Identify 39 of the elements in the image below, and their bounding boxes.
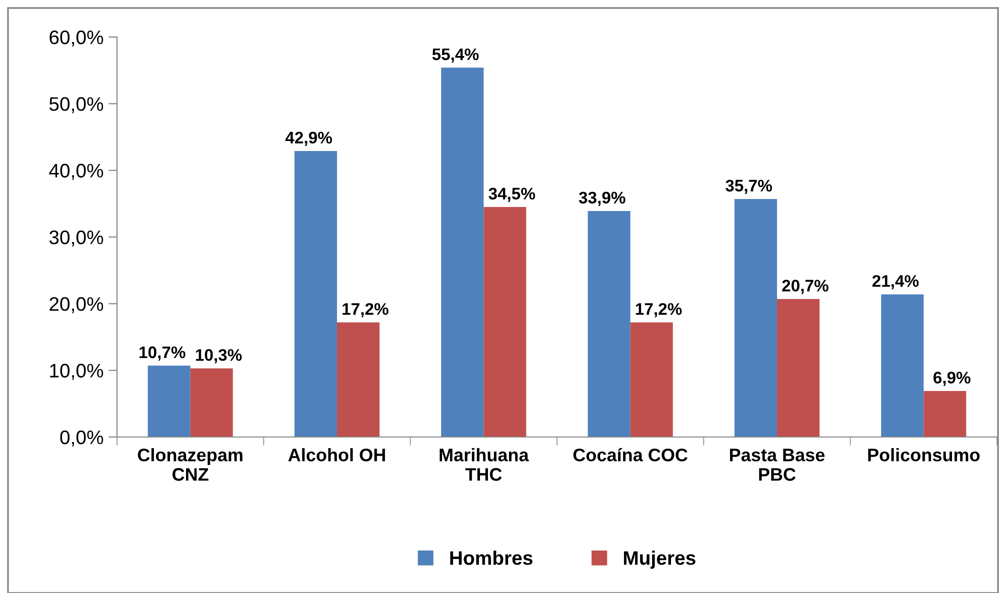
y-tick-label: 60,0% bbox=[50, 30, 104, 47]
bar bbox=[588, 211, 630, 437]
x-tick-label: Policonsumo bbox=[868, 448, 980, 462]
y-tick-label: 0,0% bbox=[60, 430, 104, 447]
bar bbox=[734, 199, 777, 437]
data-label: 55,4% bbox=[432, 48, 479, 63]
bar bbox=[881, 294, 924, 437]
bar bbox=[484, 207, 526, 437]
y-tick-label: 20,0% bbox=[50, 297, 104, 314]
legend-label: Mujeres bbox=[624, 550, 696, 569]
y-tick-label: 50,0% bbox=[49, 97, 104, 114]
x-tick-label: Cocaína COC bbox=[573, 448, 688, 462]
bar bbox=[441, 68, 484, 437]
data-label: 42,9% bbox=[285, 132, 332, 146]
x-tick-label: Clonazepam CNZ bbox=[138, 448, 242, 481]
bar bbox=[777, 299, 820, 437]
data-label: 10,7% bbox=[140, 346, 186, 361]
legend-label: Hombres bbox=[450, 550, 532, 565]
y-tick-label: 30,0% bbox=[49, 230, 104, 247]
data-label: 6,9% bbox=[933, 372, 970, 386]
y-tick-label: 10,0% bbox=[50, 364, 104, 380]
x-tick-label: Pasta Base PBC bbox=[730, 448, 825, 481]
data-label: 21,4% bbox=[872, 275, 919, 290]
bar bbox=[630, 322, 673, 437]
x-tick-label: Marihuana THC bbox=[440, 448, 529, 481]
bar bbox=[190, 368, 233, 437]
x-tick-label: Alcohol OH bbox=[288, 448, 385, 462]
data-label: 20,7% bbox=[782, 280, 828, 294]
bar bbox=[337, 322, 380, 437]
data-label: 17,2% bbox=[636, 303, 682, 318]
data-label: 35,7% bbox=[726, 180, 772, 194]
data-label: 10,3% bbox=[196, 349, 242, 364]
bar bbox=[294, 151, 337, 437]
bar bbox=[148, 366, 190, 437]
data-label: 34,5% bbox=[488, 188, 536, 202]
data-label: 33,9% bbox=[578, 192, 626, 206]
y-tick-label: 40,0% bbox=[49, 164, 104, 180]
bar bbox=[924, 391, 966, 437]
data-label: 17,2% bbox=[342, 303, 388, 318]
